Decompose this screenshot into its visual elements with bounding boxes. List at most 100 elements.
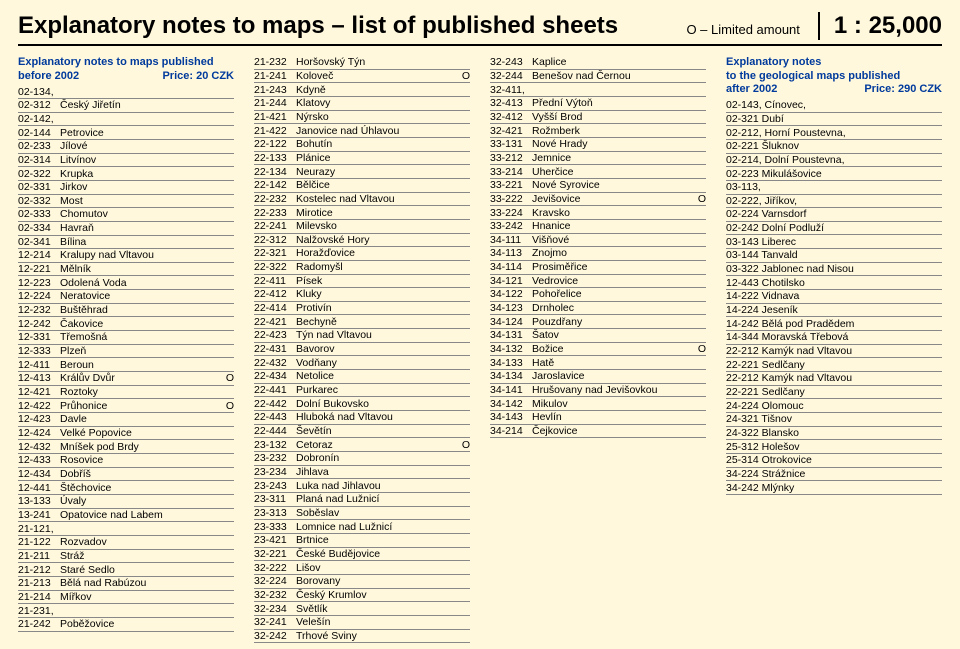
row-mark — [458, 589, 470, 601]
list-item: 33-221Nové Syrovice — [490, 179, 706, 193]
row-name: Klatovy — [296, 97, 458, 109]
list-item: 02-233Jílové — [18, 140, 234, 154]
list-item: 21-211Stráž — [18, 550, 234, 564]
list-item: 02-223 Mikulášovice — [726, 167, 942, 181]
row-mark — [458, 616, 470, 628]
row-mark — [694, 166, 706, 178]
row-name: Litvínov — [60, 154, 222, 166]
list-item: 33-224Kravsko — [490, 206, 706, 220]
row-mark — [458, 411, 470, 423]
col4-heading: Explanatory notes — [726, 56, 942, 69]
row-mark — [222, 181, 234, 193]
row-code: 34-142 — [490, 398, 532, 410]
row-mark — [458, 138, 470, 150]
list-item: 34-242 Mlýnky — [726, 481, 942, 495]
col4-heading2: to the geological maps published — [726, 70, 942, 83]
row-code: 23-232 — [254, 452, 296, 464]
row-name: Úvaly — [60, 495, 222, 507]
row-name: Neurazy — [296, 166, 458, 178]
row-mark — [222, 208, 234, 220]
row-code: 12-441 — [18, 482, 60, 494]
row-name: Planá nad Lužnicí — [296, 493, 458, 505]
list-item: 02-212, Horní Poustevna, — [726, 126, 942, 140]
list-item: 34-121Vedrovice — [490, 275, 706, 289]
row-name: Horšovský Týn — [296, 56, 458, 68]
row-name: Janovice nad Úhlavou — [296, 125, 458, 137]
row-name: Cetoraz — [296, 439, 458, 451]
row-code: 34-124 — [490, 316, 532, 328]
list-item: 12-432Mníšek pod Brdy — [18, 440, 234, 454]
list-item: 21-212Staré Sedlo — [18, 563, 234, 577]
row-code: 21-213 — [18, 577, 60, 589]
row-code: 32-413 — [490, 97, 532, 109]
row-name: Jihlava — [296, 466, 458, 478]
list-item: 02-321 Dubí — [726, 113, 942, 127]
list-item: 32-232Český Krumlov — [254, 589, 470, 603]
row-mark — [694, 370, 706, 382]
list-item: 12-424Velké Popovice — [18, 427, 234, 441]
row-mark — [458, 111, 470, 123]
list-item: 22-122Bohutín — [254, 138, 470, 152]
row-code: 32-221 — [254, 548, 296, 560]
row-code: 02-142, — [18, 113, 60, 125]
row-code: 23-234 — [254, 466, 296, 478]
row-name: Horažďovice — [296, 247, 458, 259]
row-code: 22-322 — [254, 261, 296, 273]
list-item: 25-314 Otrokovice — [726, 454, 942, 468]
list-item: 33-212Jemnice — [490, 152, 706, 166]
row-name: Velešín — [296, 616, 458, 628]
row-code: 34-214 — [490, 425, 532, 437]
list-item: 13-241Opatovice nad Labem — [18, 509, 234, 523]
row-name: Trhové Sviny — [296, 630, 458, 642]
list-item: 22-434Netolice — [254, 370, 470, 384]
row-code: 13-133 — [18, 495, 60, 507]
row-mark — [458, 493, 470, 505]
list-item: 32-413Přední Výtoň — [490, 97, 706, 111]
list-item: 02-334Havraň — [18, 222, 234, 236]
list-item: 24-224 Olomouc — [726, 399, 942, 413]
row-mark — [694, 207, 706, 219]
row-code: 23-132 — [254, 439, 296, 451]
row-mark — [458, 370, 470, 382]
list-item: 12-221Mělník — [18, 263, 234, 277]
row-name: Most — [60, 195, 222, 207]
list-item: 33-214Uherčice — [490, 165, 706, 179]
row-mark — [458, 275, 470, 287]
row-code: 12-411 — [18, 359, 60, 371]
row-name: Jaroslavice — [532, 370, 694, 382]
row-code: 34-114 — [490, 261, 532, 273]
row-name: Višňové — [532, 234, 694, 246]
row-code: 12-434 — [18, 468, 60, 480]
row-name: Jemnice — [532, 152, 694, 164]
row-name: Bavorov — [296, 343, 458, 355]
row-mark — [694, 97, 706, 109]
list-item: 34-134Jaroslavice — [490, 370, 706, 384]
row-name: Buštěhrad — [60, 304, 222, 316]
row-mark — [458, 384, 470, 396]
row-name: Lišov — [296, 562, 458, 574]
row-name: Kralupy nad Vltavou — [60, 249, 222, 261]
row-name: Týn nad Vltavou — [296, 329, 458, 341]
list-item: 23-234Jihlava — [254, 466, 470, 480]
row-mark — [458, 207, 470, 219]
row-name: Bechyně — [296, 316, 458, 328]
row-code: 22-412 — [254, 288, 296, 300]
row-code: 32-234 — [254, 603, 296, 615]
row-mark — [458, 220, 470, 232]
row-code: 34-121 — [490, 275, 532, 287]
row-mark — [458, 575, 470, 587]
row-name: Prosiměřice — [532, 261, 694, 273]
row-code: 12-422 — [18, 400, 60, 412]
row-code: 22-431 — [254, 343, 296, 355]
row-code: 32-412 — [490, 111, 532, 123]
row-code: 02-134, — [18, 86, 60, 98]
row-mark — [222, 386, 234, 398]
list-item: 12-413Králův DvůrO — [18, 372, 234, 386]
row-mark: O — [222, 400, 234, 412]
list-item: 21-243Kdyně — [254, 83, 470, 97]
row-mark — [694, 384, 706, 396]
row-name: Netolice — [296, 370, 458, 382]
row-mark — [458, 562, 470, 574]
row-code: 02-332 — [18, 195, 60, 207]
row-mark — [222, 591, 234, 603]
